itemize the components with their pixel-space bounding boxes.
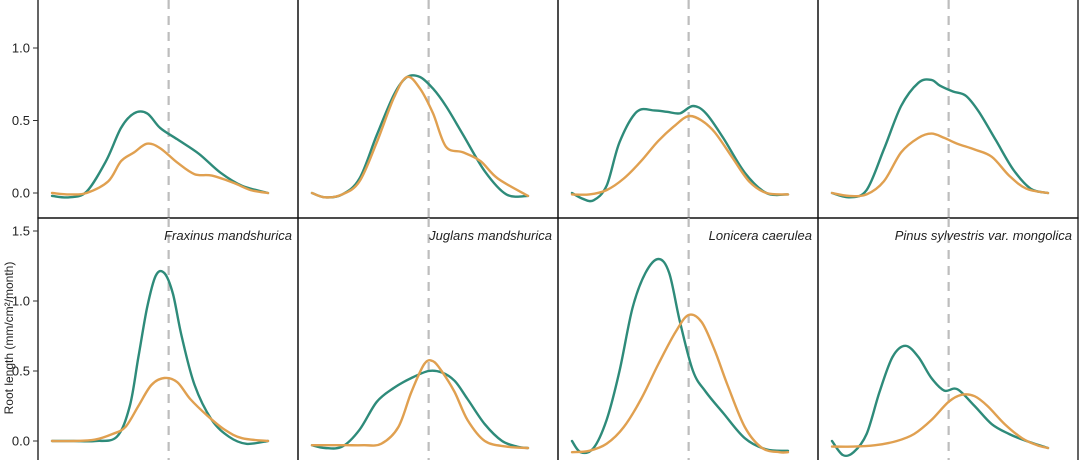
panel-title: Lonicera caerulea bbox=[709, 228, 812, 243]
panel-title: Fraxinus mandshurica bbox=[164, 228, 292, 243]
series-line-1 bbox=[310, 74, 530, 199]
y-tick-label: 1.0 bbox=[12, 41, 30, 56]
series-line-1 bbox=[830, 78, 1050, 199]
series-line-2 bbox=[570, 313, 790, 454]
y-tick-label: 1.0 bbox=[12, 294, 30, 309]
series-line-2 bbox=[310, 359, 530, 450]
panel-title: Pinus sylvestris var. mongolica bbox=[895, 228, 1072, 243]
y-tick-label: 0.0 bbox=[12, 186, 30, 201]
y-axis-label: Root length (mm/cm²/month) bbox=[2, 262, 16, 415]
series-line-2 bbox=[50, 376, 270, 443]
y-tick-label: 0.5 bbox=[12, 113, 30, 128]
chart-panel-7: Lonicera caerulea bbox=[557, 217, 819, 465]
series-line-2 bbox=[310, 75, 530, 199]
chart-panel-4 bbox=[817, 0, 1079, 219]
chart-panel-8: Pinus sylvestris var. mongolica bbox=[817, 217, 1079, 465]
series-line-1 bbox=[830, 344, 1050, 458]
series-line-1 bbox=[50, 269, 270, 446]
chart-panel-5: 0.0 0.5 1.0 1.5 Fraxinus mandshurica bbox=[12, 217, 299, 465]
chart-panel-1: 0.0 0.5 1.0 bbox=[12, 0, 299, 219]
panel-title: Juglans mandshurica bbox=[428, 228, 552, 243]
series-line-1 bbox=[50, 110, 270, 199]
chart-panel-2 bbox=[297, 0, 559, 219]
chart-panel-6: Juglans mandshurica bbox=[297, 217, 559, 465]
series-line-2 bbox=[50, 142, 270, 196]
series-line-1 bbox=[570, 257, 790, 455]
series-line-2 bbox=[830, 132, 1050, 198]
chart-panel-3 bbox=[557, 0, 819, 219]
y-tick-label: 1.5 bbox=[12, 224, 30, 239]
y-tick-label: 0.0 bbox=[12, 434, 30, 449]
series-line-2 bbox=[570, 114, 790, 196]
series-line-1 bbox=[310, 369, 530, 450]
series-line-1 bbox=[570, 104, 790, 203]
series-line-2 bbox=[830, 393, 1050, 450]
y-tick-label: 0.5 bbox=[12, 364, 30, 379]
